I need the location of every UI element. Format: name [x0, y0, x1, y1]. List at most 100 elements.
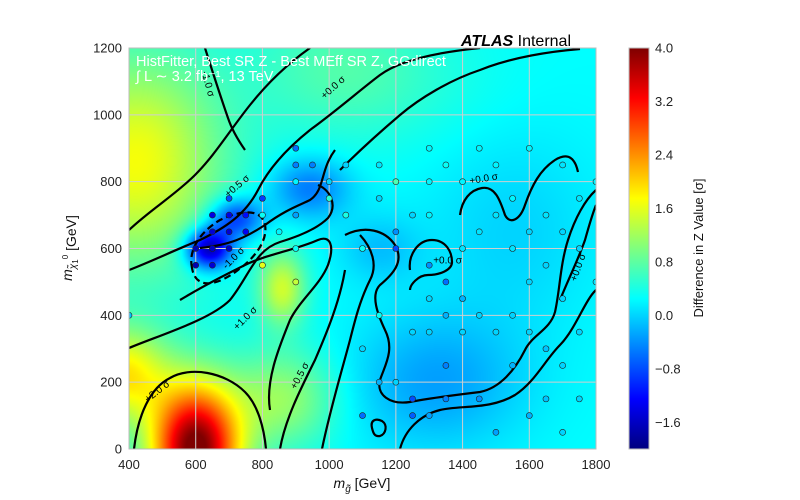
y-axis-label: mχ̃10 [GeV]: [59, 215, 80, 281]
scan-point: [225, 195, 233, 202]
scan-point: [475, 228, 483, 236]
y-tick-label: 1000: [93, 107, 122, 122]
contour-plus1-lower: [129, 183, 334, 350]
scan-point: [525, 228, 533, 236]
scan-point: [492, 161, 500, 169]
scan-point: [225, 211, 233, 219]
y-tick-label: 600: [100, 241, 122, 256]
scan-point: [475, 312, 483, 319]
colorbar-tick-label: 2.4: [655, 147, 673, 162]
x-tick-label: 1200: [381, 457, 410, 472]
scan-point: [292, 144, 300, 152]
scan-point: [459, 328, 466, 336]
scan-point: [576, 245, 583, 252]
scan-point: [425, 412, 433, 419]
y-tick-labels: 0 200 400 600 800 1000 1200: [93, 41, 122, 457]
colorbar-tick-label: −1.6: [655, 415, 681, 430]
contour-plus05-b: [199, 149, 336, 250]
scan-point: [392, 178, 400, 185]
x-axis-label: mg̃ [GeV]: [334, 475, 391, 495]
scan-point: [209, 245, 216, 252]
scan-point: [475, 144, 483, 152]
scan-point: [375, 378, 383, 386]
x-tick-label: 400: [118, 457, 140, 472]
scan-point: [225, 228, 233, 236]
scan-point: [525, 278, 533, 286]
colorbar-tick-label: 0.8: [655, 254, 673, 269]
scan-point: [559, 295, 566, 302]
scan-point: [409, 412, 416, 419]
scan-point: [192, 245, 200, 252]
scan-point: [409, 328, 416, 336]
scan-point: [292, 211, 300, 219]
scan-point: [192, 261, 200, 269]
contour-minus1-ellipse: [190, 211, 267, 285]
scan-point: [592, 178, 596, 185]
scan-point: [259, 195, 266, 202]
scan-point: [442, 362, 450, 369]
contour-label: +0.0 σ: [469, 171, 500, 187]
colorbar-tick-label: 0.0: [655, 308, 673, 323]
colorbar-tick-label: 4.0: [655, 41, 673, 56]
scan-point: [442, 161, 450, 169]
y-tick-label: 200: [100, 375, 122, 390]
scan-point: [425, 144, 433, 152]
scan-point: [592, 278, 596, 286]
scan-point: [509, 312, 516, 319]
scan-point: [409, 211, 416, 219]
contour-zero-right: [458, 155, 580, 222]
scan-point: [475, 395, 483, 403]
scan-point: [392, 378, 400, 386]
scan-point: [559, 228, 566, 236]
scan-point: [492, 211, 500, 219]
scan-point: [359, 245, 366, 252]
scan-point: [542, 345, 550, 353]
chart-title: ATLAS Internal: [460, 33, 571, 50]
scan-point: [292, 278, 300, 286]
overlay-line-1: HistFitter, Best SR Z - Best MEff SR Z, …: [136, 54, 446, 70]
scan-point: [129, 312, 133, 319]
scan-point: [509, 362, 516, 369]
scan-points: [129, 144, 596, 436]
colorbar: [628, 47, 650, 450]
scan-point: [242, 228, 250, 236]
scan-point: [209, 211, 216, 219]
x-tick-label: 1400: [448, 457, 477, 472]
scan-point: [459, 295, 466, 302]
contour-minus1-upper: [203, 48, 246, 151]
scan-point: [292, 245, 300, 252]
scan-point: [425, 178, 433, 185]
scan-point: [292, 161, 300, 169]
colorbar-tick-label: −0.8: [655, 361, 681, 376]
scan-point: [209, 261, 216, 269]
scan-point: [425, 211, 433, 219]
scan-point: [242, 211, 250, 219]
scan-point: [375, 161, 383, 169]
contour-plus05-d: [179, 237, 333, 411]
x-tick-label: 600: [185, 457, 207, 472]
scan-point: [576, 195, 583, 202]
scan-point: [442, 312, 450, 319]
y-tick-label: 0: [115, 442, 122, 457]
overlay-line-2: ∫ L ∼ 3.2 fb⁻¹, 13 TeV: [135, 69, 274, 85]
contour-plus2: [132, 370, 268, 449]
scan-point: [425, 295, 433, 302]
plot-frame: [128, 47, 597, 450]
scan-point: [576, 328, 583, 336]
scan-point: [459, 178, 466, 185]
scan-point: [259, 211, 266, 219]
contour-small-ellipse: [370, 418, 387, 438]
scan-point: [559, 428, 566, 436]
x-tick-labels: 400 600 800 1000 1200 1400 1600 1800: [118, 457, 610, 472]
scan-point: [342, 161, 350, 169]
scan-point: [425, 328, 433, 336]
colorbar-tick-labels: 4.0 3.2 2.4 1.6 0.8 0.0 −0.8 −1.6: [655, 41, 681, 430]
scan-point: [442, 395, 450, 403]
scan-point: [442, 278, 450, 286]
scan-point: [525, 328, 533, 336]
scan-point: [375, 312, 383, 319]
scan-point: [209, 228, 216, 236]
scan-point: [259, 261, 266, 269]
scan-point: [342, 211, 350, 219]
scan-point: [492, 428, 500, 436]
